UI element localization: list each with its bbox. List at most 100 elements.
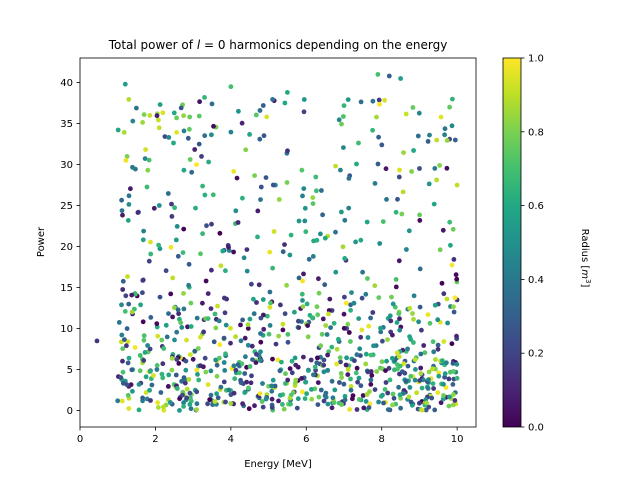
scatter-point [444,165,450,171]
scatter-point [439,280,445,286]
scatter-point [400,189,406,195]
scatter-point [243,147,249,153]
scatter-point [417,166,422,171]
scatter-point [372,181,378,186]
scatter-point [245,322,251,327]
scatter-point [427,320,433,326]
scatter-point [436,373,442,379]
scatter-point [187,114,193,120]
scatter-point [338,359,343,365]
scatter-point [247,132,253,137]
scatter-point [431,349,437,355]
scatter-point [217,230,223,236]
scatter-point [231,390,237,396]
scatter-point [323,390,329,396]
scatter-point [339,375,344,380]
scatter-point [434,177,439,183]
scatter-point [337,380,342,385]
scatter-point [253,112,259,118]
scatter-point [321,369,327,375]
scatter-point [334,361,340,367]
scatter-point [255,208,261,214]
scatter-point [444,360,449,366]
scatter-point [120,346,126,352]
scatter-point [367,401,373,407]
scatter-point [449,341,455,347]
scatter-point [184,386,190,392]
scatter-point [281,406,287,412]
scatter-point [301,109,307,115]
scatter-point [126,406,132,411]
scatter-point [202,133,208,139]
chart-title: Total power of l = 0 harmonics depending… [108,38,448,52]
colorbar-tick-label: 0.4 [528,275,544,286]
scatter-point [233,367,239,373]
scatter-point [246,385,251,391]
scatter-point [120,287,126,292]
scatter-point [151,373,156,378]
scatter-point [447,394,452,400]
scatter-point [374,114,379,120]
scatter-point [234,175,240,181]
scatter-point [175,253,181,259]
scatter-point [305,323,310,328]
scatter-point [388,318,394,324]
scatter-point [238,322,243,328]
scatter-point [427,132,432,138]
scatter-point [304,301,310,307]
scatter-point [366,405,372,410]
scatter-point [160,375,166,381]
scatter-point [165,384,171,389]
scatter-point [320,316,326,322]
scatter-point [287,366,293,371]
scatter-point [221,379,227,385]
scatter-point [444,296,450,302]
scatter-point [214,362,220,368]
scatter-point [251,311,257,317]
x-tick-label: 6 [303,434,309,445]
x-tick-label: 2 [152,434,158,445]
scatter-point [120,358,125,364]
scatter-point [323,394,329,400]
x-tick-label: 10 [451,434,464,445]
scatter-point [446,403,452,409]
scatter-point [426,404,432,410]
scatter-point [194,315,200,321]
scatter-point [321,362,327,368]
scatter-point [448,242,453,248]
scatter-point [181,306,187,312]
scatter-point [454,333,459,339]
scatter-point [310,201,316,207]
scatter-point [174,115,180,121]
scatter-point [245,326,251,331]
scatter-point [159,371,165,377]
scatter-point [336,117,342,123]
scatter-point [181,291,186,296]
scatter-point [193,205,198,211]
scatter-point [345,367,351,372]
scatter-point [271,229,277,234]
scatter-point [354,407,360,412]
scatter-point [198,334,203,340]
scatter-point [237,370,242,376]
scatter-point [209,132,214,138]
scatter-point [376,97,382,103]
scatter-point [148,239,153,245]
scatter-point [425,312,431,317]
scatter-point [120,278,126,284]
scatter-point [215,303,220,309]
scatter-point [172,305,177,311]
scatter-point [319,331,325,337]
scatter-point [368,377,374,383]
scatter-point [355,379,360,385]
scatter-point [293,380,298,386]
scatter-point [315,402,321,407]
scatter-point [171,110,177,116]
scatter-point [408,336,413,342]
scatter-point [372,283,378,289]
scatter-point [200,231,206,237]
scatter-point [329,344,335,350]
scatter-point [394,320,400,325]
scatter-point [434,137,440,143]
scatter-point [397,363,403,369]
